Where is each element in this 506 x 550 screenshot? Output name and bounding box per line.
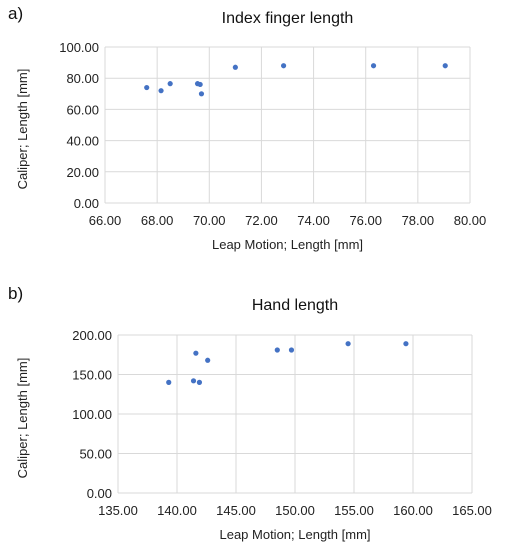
y-axis-label: Caliper; Length [mm]	[15, 69, 30, 190]
x-tick-label: 155.00	[334, 503, 374, 518]
index-finger-scatter-plot: 66.00 68.00 70.00 72.00 74.00 76.00 78.00 80.00…	[15, 10, 487, 252]
x-tick-label: 70.00	[193, 213, 226, 228]
data-point	[370, 63, 377, 69]
y-tick-label: 100.00	[59, 40, 99, 55]
x-tick-label: 145.00	[216, 503, 256, 518]
data-point	[274, 347, 280, 353]
x-tick-label: 160.00	[393, 503, 433, 518]
chart-title: Hand length	[252, 297, 338, 314]
data-point	[205, 357, 211, 363]
y-tick-label: 80.00	[66, 71, 99, 86]
x-tick-label: 68.00	[141, 213, 174, 228]
x-tick-label: 66.00	[89, 213, 122, 228]
chart-title: Index finger length	[222, 10, 354, 27]
y-tick-label: 200.00	[72, 328, 112, 343]
data-point	[280, 63, 287, 69]
panel-a-index-finger-chart: a) 66.00 68.00 70.00 72.00 74.00 76.00 78.00 80…	[0, 0, 506, 268]
x-tick-label: 135.00	[98, 503, 138, 518]
data-point	[345, 341, 351, 347]
x-tick-label: 150.00	[275, 503, 315, 518]
data-point	[198, 91, 205, 97]
hand-length-scatter-plot: 135.00 140.00 145.00 150.00 155.00 160.00 165.…	[15, 297, 492, 542]
x-tick-label: 165.00	[452, 503, 492, 518]
x-tick-label: 72.00	[245, 213, 278, 228]
x-tick-label: 80.00	[454, 213, 487, 228]
y-tick-label: 150.00	[72, 368, 112, 383]
y-tick-label: 60.00	[66, 102, 99, 117]
x-tick-label: 140.00	[157, 503, 197, 518]
x-axis-label: Leap Motion; Length [mm]	[219, 527, 370, 542]
x-tick-label: 78.00	[402, 213, 435, 228]
y-axis-label: Caliper; Length [mm]	[15, 358, 30, 479]
panel-letter: a)	[8, 4, 24, 23]
data-point	[193, 350, 199, 356]
data-point	[196, 379, 203, 385]
x-tick-label: 76.00	[349, 213, 382, 228]
y-tick-label: 40.00	[66, 134, 99, 149]
data-point	[232, 64, 238, 70]
data-point	[403, 341, 409, 347]
data-point	[158, 88, 164, 94]
data-point	[288, 347, 295, 353]
panel-letter: b)	[8, 284, 24, 303]
data-point	[144, 84, 150, 91]
x-tick-label: 74.00	[297, 213, 330, 228]
data-point	[197, 81, 203, 88]
y-tick-label: 50.00	[79, 447, 112, 462]
x-axis-label: Leap Motion; Length [mm]	[212, 237, 363, 252]
y-tick-label: 100.00	[72, 407, 112, 422]
data-point	[190, 378, 197, 384]
data-point	[442, 63, 448, 69]
data-point	[167, 81, 173, 87]
y-tick-label: 20.00	[66, 165, 99, 180]
y-tick-label: 0.00	[87, 486, 112, 501]
y-tick-label: 0.00	[74, 196, 99, 211]
panel-b-hand-length-chart: b) 135.00 140.00 145.00 150.00 155.00 160.00 1…	[0, 276, 506, 550]
data-point	[166, 379, 172, 385]
